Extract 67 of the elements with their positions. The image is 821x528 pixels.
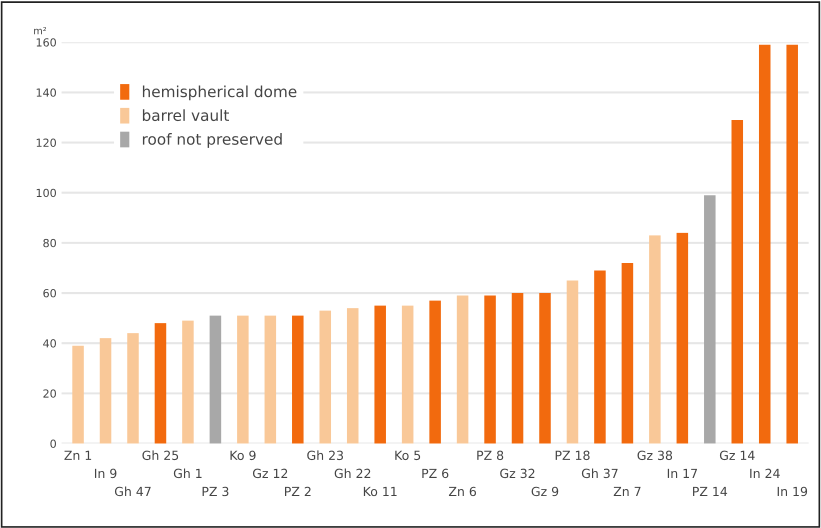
x-tick-label: Gh 47: [114, 486, 151, 496]
x-tick-label: In 17: [668, 468, 698, 478]
x-tick-label: PZ 8: [477, 450, 504, 460]
bar: [456, 296, 468, 444]
legend-label: barrel vault: [142, 109, 230, 122]
bar: [210, 316, 222, 444]
bar: [346, 308, 358, 444]
x-tick-label: Gh 1: [174, 468, 202, 478]
x-tick-label: In 24: [750, 468, 780, 478]
bar: [127, 333, 139, 444]
x-tick-label: Gz 14: [720, 450, 755, 460]
x-tick-label: Ko 9: [230, 450, 256, 460]
x-tick-label: Zn 7: [614, 486, 641, 496]
x-tick-label: PZ 14: [693, 486, 728, 496]
x-tick-label: Gh 23: [307, 450, 344, 460]
bar: [374, 306, 386, 444]
y-tick-label: 160: [36, 38, 56, 47]
bar: [704, 195, 716, 444]
bar: [100, 338, 112, 444]
bar: [512, 293, 524, 444]
x-tick-label: Zn 1: [64, 450, 92, 460]
bar: [649, 235, 661, 444]
x-tick-label: Gz 32: [500, 468, 534, 478]
bar: [539, 293, 551, 444]
bar: [758, 44, 771, 444]
x-tick-label: Ko 11: [364, 486, 397, 496]
x-tick-label: PZ 18: [556, 450, 590, 460]
bar: [182, 320, 194, 444]
y-tick-label: 60: [43, 289, 56, 298]
y-tick-label: 120: [36, 138, 56, 147]
y-tick-label: 100: [36, 188, 56, 198]
y-tick-label: 40: [43, 339, 56, 348]
x-tick-label: Gz 12: [252, 468, 288, 478]
x-tick-label: PZ 2: [285, 486, 311, 496]
x-tick-label: In 19: [778, 486, 808, 496]
x-tick-label: PZ 3: [202, 486, 228, 496]
bar: [594, 270, 606, 444]
bar: [237, 316, 249, 444]
bar: [566, 280, 578, 444]
bar: [484, 296, 496, 444]
legend-label: roof not preserved: [142, 133, 282, 148]
x-tick-label: Gz 38: [638, 450, 672, 460]
bar: [292, 316, 304, 444]
x-tick-label: Ko 5: [395, 450, 420, 460]
bar: [154, 323, 166, 444]
bar: [319, 310, 332, 444]
x-tick-label: Gz 9: [532, 486, 558, 496]
x-tick-label: In 9: [94, 468, 116, 478]
x-tick-label: Gh 22: [334, 468, 370, 478]
bar: [429, 300, 441, 444]
bar: [676, 232, 688, 444]
bar: [732, 120, 744, 444]
y-axis-title: m²: [34, 27, 46, 34]
y-tick-label: 0: [50, 439, 56, 448]
x-tick-label: Gh 25: [142, 450, 178, 460]
legend-label: hemispherical dome: [142, 85, 296, 100]
bar: [622, 262, 634, 444]
bar: [264, 316, 276, 444]
y-tick-label: 80: [43, 238, 56, 248]
bar: [72, 346, 84, 444]
y-tick-label: 20: [43, 389, 56, 398]
bar: [786, 44, 798, 444]
y-tick-label: 140: [36, 88, 56, 97]
x-tick-label: Gh 37: [582, 468, 618, 478]
bar: [402, 306, 414, 444]
x-tick-label: PZ 6: [422, 468, 448, 478]
x-tick-label: Zn 6: [448, 486, 476, 496]
